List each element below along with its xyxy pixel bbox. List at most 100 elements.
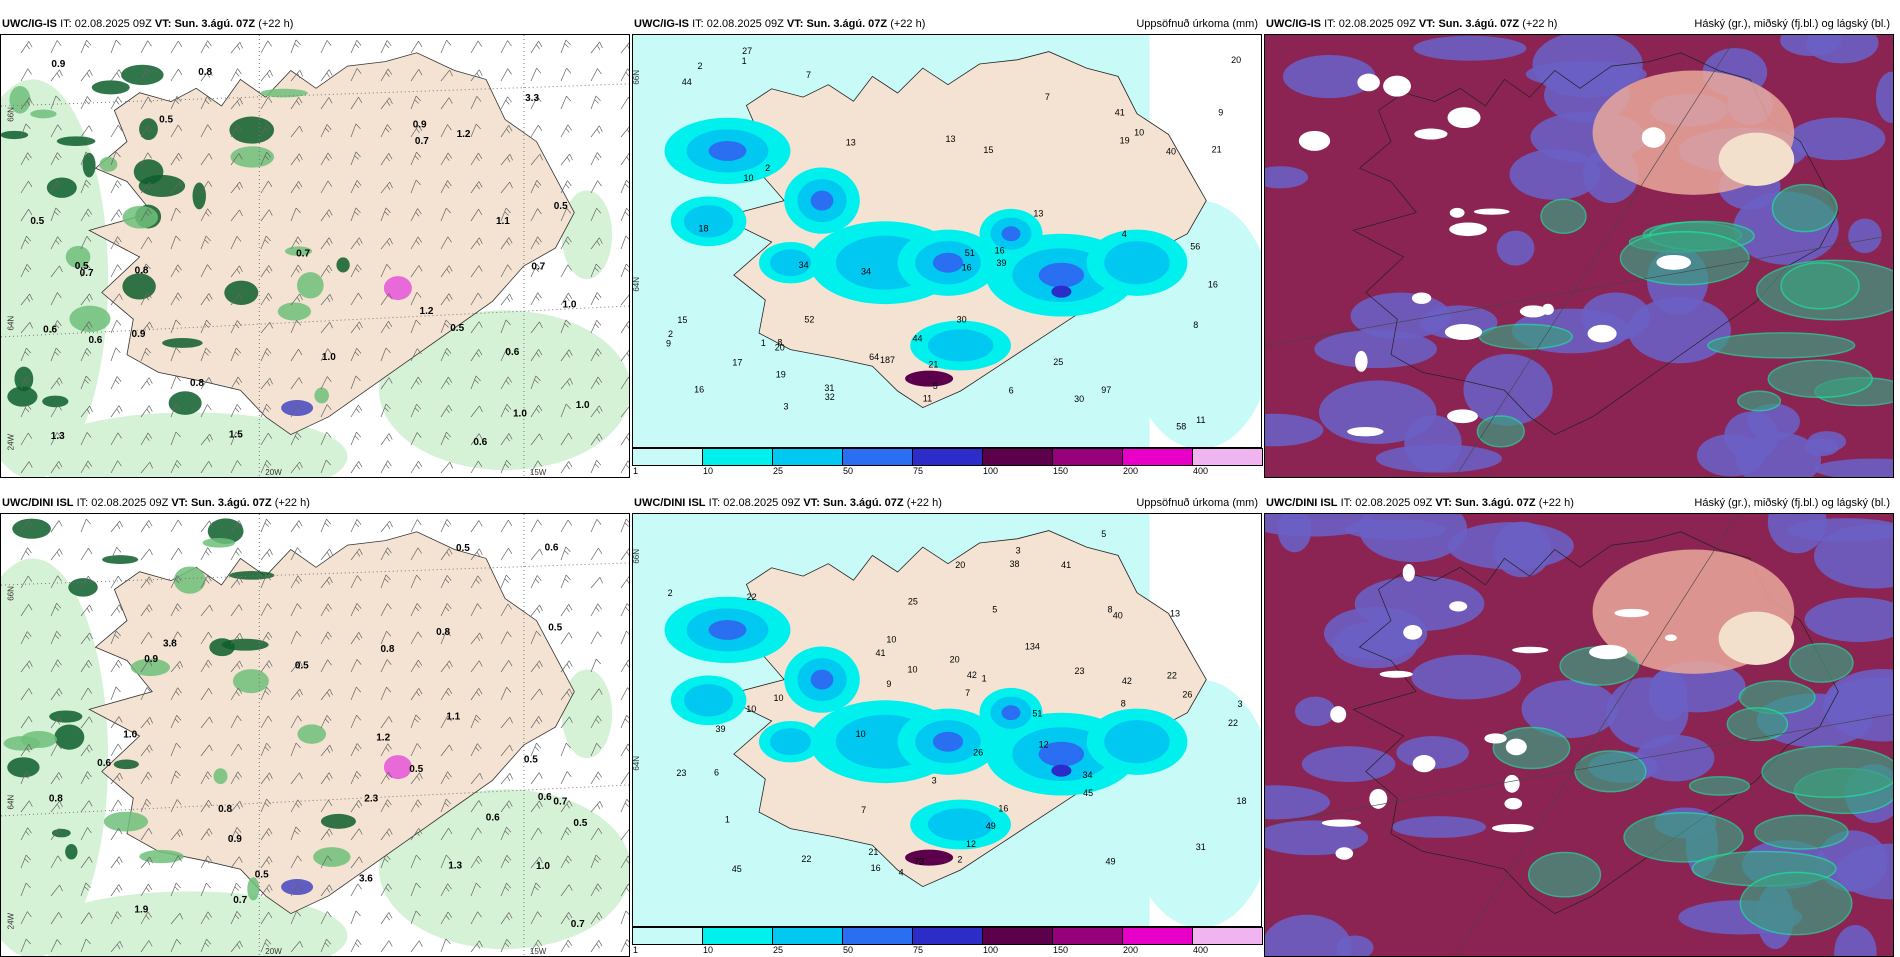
wind-barb — [320, 603, 332, 617]
wind-barb — [20, 180, 33, 194]
wind-barb — [560, 292, 573, 306]
wind-barb — [470, 460, 483, 474]
wind-barb — [380, 574, 391, 589]
high-cloud-area — [1623, 811, 1744, 863]
precip-value-label: 40 — [1113, 611, 1123, 621]
wind-barb — [530, 292, 542, 306]
wind-barb — [80, 827, 92, 841]
low-cloud-area — [1294, 696, 1336, 727]
precip-max-cell — [383, 755, 412, 780]
cloud-free-gap — [1504, 774, 1520, 793]
wind-barb — [530, 856, 543, 869]
map — [1264, 34, 1894, 478]
wind-barb — [290, 883, 303, 897]
wind-barb — [380, 659, 392, 673]
wind-barb — [80, 460, 93, 474]
precip-cell — [932, 252, 964, 273]
wind-barb — [470, 433, 483, 446]
grid-label: 24W — [6, 912, 15, 929]
wind-barb — [290, 742, 301, 757]
precip-cell — [320, 813, 356, 829]
panel-6: UWC/DINI ISL IT: 02.08.2025 09Z VT: Sun.… — [1264, 493, 1894, 957]
wind-barb — [290, 153, 303, 166]
high-cloud-area — [1767, 359, 1873, 399]
precip-value-label: 30 — [1074, 394, 1084, 404]
wind-barb — [170, 575, 182, 589]
cloud-free-gap — [1449, 207, 1465, 218]
wind-barb — [230, 376, 243, 390]
vt-label: VT: — [786, 18, 804, 30]
panel-header: UWC/IG-IS IT: 02.08.2025 09Z VT: Sun. 3.… — [0, 14, 630, 34]
wind-barb — [620, 518, 629, 533]
precip-value-label: 0.5 — [524, 754, 538, 765]
precip-cell — [91, 80, 130, 95]
wind-barb — [530, 630, 542, 645]
wind-barb — [320, 828, 333, 841]
wind-barb — [620, 41, 629, 54]
wind-barb — [230, 632, 243, 645]
wind-barb — [200, 180, 213, 194]
wind-barb — [380, 347, 391, 362]
wind-barb — [80, 179, 91, 194]
wind-barb — [320, 715, 332, 729]
lead-time: (+22 h) — [906, 497, 942, 509]
wind-barb — [470, 603, 482, 617]
wind-barb — [590, 658, 601, 673]
wind-barb — [200, 153, 213, 166]
wind-barb — [320, 237, 333, 250]
colorbar-swatch — [982, 927, 1053, 945]
wind-barb — [50, 884, 63, 897]
wind-barb — [620, 855, 629, 869]
wind-barb — [470, 265, 483, 278]
precip-value-label: 0.5 — [554, 201, 568, 212]
wind-barb — [560, 716, 573, 729]
precip-value-label: 30 — [957, 315, 967, 325]
wind-barb — [350, 321, 363, 334]
wind-barb — [380, 603, 392, 617]
wind-barb — [620, 125, 629, 138]
wind-barb — [440, 715, 452, 729]
precip-cell — [168, 391, 202, 415]
grid-label: 15W — [530, 947, 547, 956]
precip-cell — [113, 759, 139, 770]
precip-value-label: 0.6 — [486, 813, 500, 824]
wind-barb — [350, 770, 362, 785]
precip-value-label: 0.9 — [144, 654, 158, 665]
wind-barb — [230, 911, 242, 925]
wind-barb — [500, 716, 513, 729]
precip-value-label: 0.5 — [30, 216, 44, 227]
precip-value-label: 0.8 — [198, 67, 212, 78]
cloud-free-gap — [1589, 644, 1628, 660]
precip-cell — [9, 85, 31, 114]
wind-barb — [170, 770, 181, 785]
wind-barb — [350, 237, 363, 250]
wind-barb — [560, 855, 572, 869]
map: 66N 64N 16 10 16 11 19 20 21 20 21 40 30 44 15 13 31 34 10… — [632, 34, 1262, 448]
colorbar-swatch — [842, 927, 913, 945]
wind-barb — [410, 603, 422, 617]
wind-barb — [140, 321, 153, 334]
wind-barb — [590, 715, 602, 729]
wind-barb — [140, 576, 153, 589]
wind-barb — [470, 237, 483, 250]
low-cloud-area — [1265, 166, 1309, 189]
precip-cell — [14, 366, 34, 392]
wind-barb — [50, 659, 62, 673]
wind-barb — [560, 236, 572, 250]
wind-barb — [200, 800, 213, 813]
low-cloud-area — [1813, 458, 1893, 477]
precip-value-label: 8 — [1108, 604, 1113, 614]
precip-value-label: 0.7 — [531, 261, 545, 272]
model-name: UWC/IG-IS — [634, 18, 689, 30]
wind-barb — [230, 153, 243, 166]
wind-barb — [500, 603, 512, 617]
wind-barb — [380, 97, 393, 110]
precip-value-label: 7 — [965, 688, 970, 698]
wind-barb — [140, 911, 152, 925]
wind-barb — [80, 432, 92, 446]
wind-barb — [590, 631, 602, 645]
wind-barb — [410, 460, 423, 474]
wind-barb — [50, 800, 63, 813]
precip-value-label: 1.0 — [563, 299, 577, 310]
wind-barb — [530, 772, 543, 785]
